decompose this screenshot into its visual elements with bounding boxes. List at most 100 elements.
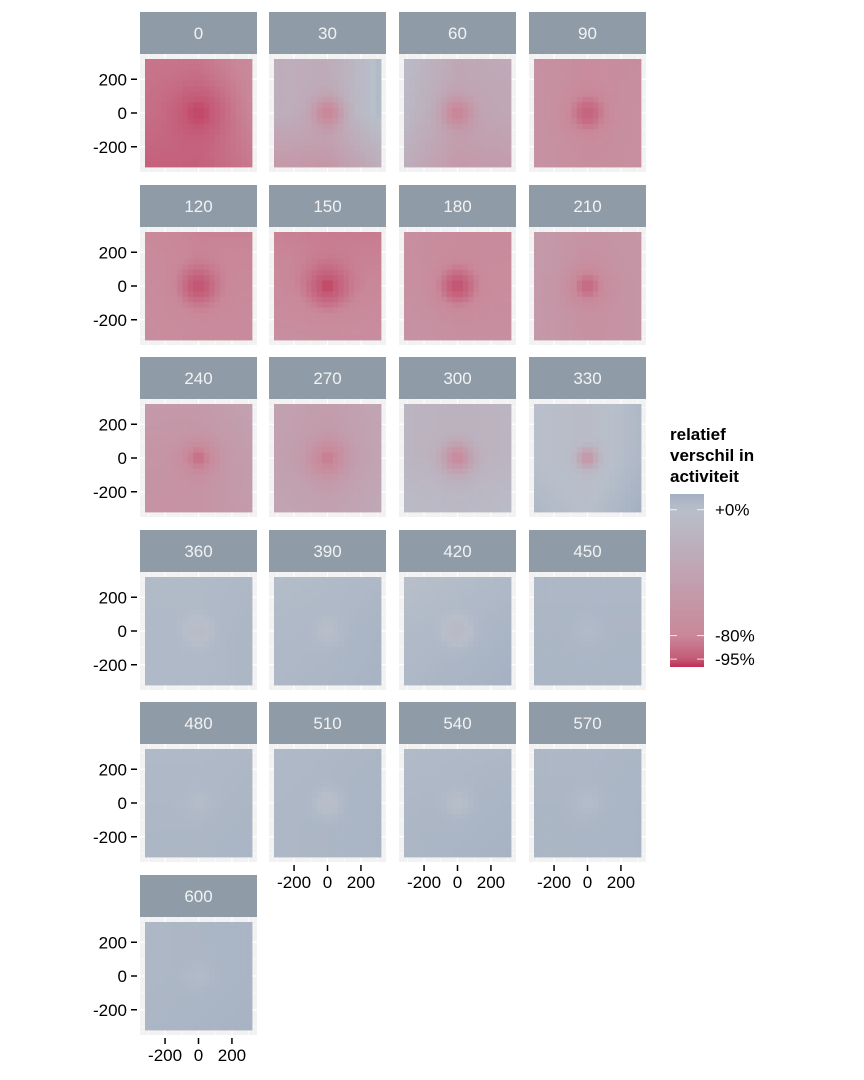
heatmap-tile [375, 253, 382, 260]
heatmap-tile [587, 458, 594, 464]
heatmap-tile [592, 275, 599, 281]
heatmap-tile [230, 75, 237, 81]
heatmap-tile [473, 118, 480, 125]
heatmap-tile [544, 468, 551, 475]
heatmap-tile [452, 161, 458, 168]
heatmap-tile [452, 96, 458, 103]
heatmap-tile [603, 275, 610, 281]
heatmap-tile [436, 420, 442, 426]
heatmap-tile [478, 118, 485, 125]
heatmap-tile [284, 485, 291, 491]
heatmap-tile [414, 150, 421, 157]
heatmap-tile [608, 64, 615, 71]
heatmap-tile [473, 431, 480, 437]
heatmap-tile [494, 156, 501, 162]
heatmap-tile [550, 129, 556, 135]
heatmap-tile [414, 334, 421, 341]
heatmap-tile [343, 468, 350, 475]
heatmap-tile [457, 302, 464, 308]
heatmap-tile [203, 307, 210, 314]
heatmap-tile [534, 452, 540, 459]
heatmap-tile [241, 291, 248, 298]
heatmap-tile [225, 329, 231, 335]
heatmap-tile [446, 291, 453, 298]
heatmap-tile [177, 296, 183, 303]
heatmap-tile [150, 237, 157, 244]
heatmap-tile [182, 441, 189, 448]
heatmap-tile [316, 458, 323, 464]
heatmap-tile [306, 253, 312, 260]
heatmap-tile [193, 490, 199, 497]
heatmap-tile [145, 286, 151, 292]
heatmap-tile [311, 248, 318, 254]
heatmap-tile [214, 313, 221, 319]
heatmap-tile [311, 313, 318, 319]
heatmap-tile [182, 501, 189, 507]
heatmap-tile [603, 286, 610, 292]
heatmap-tile [225, 474, 231, 480]
heatmap-tile [241, 145, 248, 152]
heatmap-tile [370, 253, 377, 260]
heatmap-tile [566, 404, 572, 410]
heatmap-tile [441, 414, 448, 421]
heatmap-tile [290, 75, 296, 81]
heatmap-tile [614, 96, 620, 103]
heatmap-tile [484, 91, 490, 98]
heatmap-tile [295, 134, 302, 141]
heatmap-tile [150, 102, 157, 108]
heatmap-tile [430, 495, 437, 502]
heatmap-tile [457, 140, 464, 146]
heatmap-tile [614, 323, 620, 330]
heatmap-tile [322, 145, 328, 152]
heatmap-tile [468, 113, 474, 119]
heatmap-tile [571, 334, 578, 341]
heatmap-tile [534, 286, 540, 292]
heatmap-tile [230, 329, 237, 335]
heatmap-tile [203, 69, 210, 76]
heatmap-tile [161, 69, 167, 76]
heatmap-tile [414, 64, 421, 71]
heatmap-tile [404, 248, 410, 254]
heatmap-tile [332, 404, 339, 410]
heatmap-tile [209, 96, 215, 103]
heatmap-tile [505, 296, 512, 303]
heatmap-tile [436, 264, 442, 271]
heatmap-tile [587, 150, 594, 157]
heatmap-tile [364, 242, 371, 249]
heatmap-tile [274, 404, 280, 410]
heatmap-tile [327, 329, 334, 335]
heatmap-tile [414, 242, 421, 249]
heatmap-tile [311, 91, 318, 98]
heatmap-tile [359, 69, 366, 76]
heatmap-tile [452, 458, 458, 464]
heatmap-tile [241, 452, 248, 459]
heatmap-tile [225, 59, 231, 65]
heatmap-tile [404, 150, 410, 157]
heatmap-tile [246, 501, 253, 507]
heatmap-tile [441, 334, 448, 341]
heatmap-tile [235, 107, 242, 114]
heatmap-tile [150, 75, 157, 81]
heatmap-tile [614, 468, 620, 475]
heatmap-tile [452, 506, 458, 513]
heatmap-tile [290, 485, 296, 491]
heatmap-tile [322, 280, 328, 287]
heatmap-tile [555, 248, 562, 254]
heatmap-tile [582, 242, 588, 249]
heatmap-tile [219, 307, 226, 314]
heatmap-tile [478, 501, 485, 507]
heatmap-tile [150, 86, 157, 92]
heatmap-tile [364, 80, 371, 87]
heatmap-tile [555, 414, 562, 421]
heatmap-tile [468, 490, 474, 497]
heatmap-tile [592, 447, 599, 453]
heatmap-tile [587, 86, 594, 92]
heatmap-tile [624, 140, 631, 146]
heatmap-tile [430, 458, 437, 464]
heatmap-tile [375, 329, 382, 335]
heatmap-tile [241, 113, 248, 119]
heatmap-tile [327, 463, 334, 470]
heatmap-tile [306, 302, 312, 308]
heatmap-tile [539, 107, 546, 114]
heatmap-tile [327, 264, 334, 271]
